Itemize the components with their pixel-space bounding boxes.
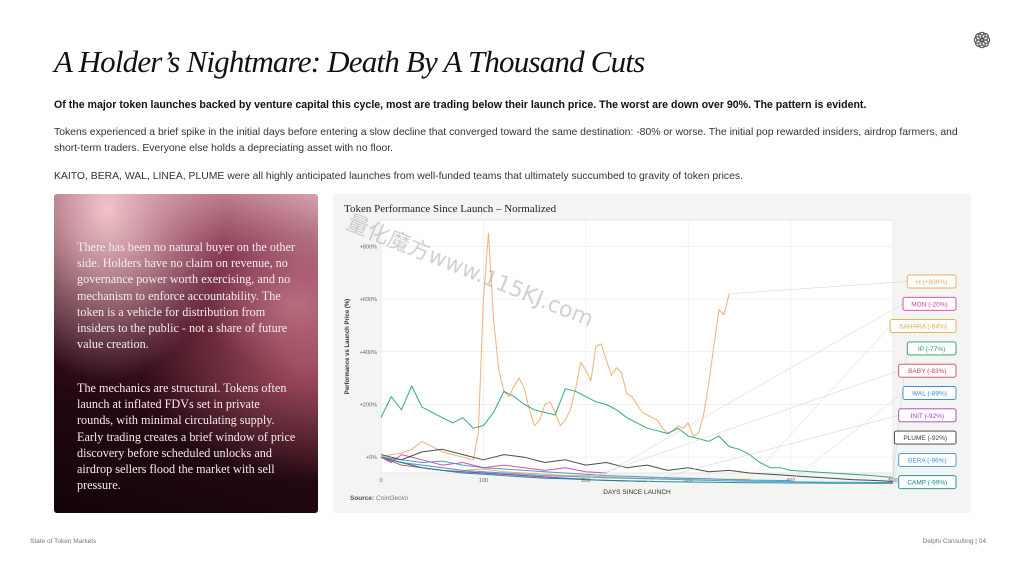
x-axis-label: DAYS SINCE LAUNCH bbox=[603, 489, 671, 496]
leader-line-plume bbox=[892, 437, 895, 482]
chart-source: Source: CoinGecko bbox=[350, 495, 408, 502]
series-label-camp: CAMP (-99%) bbox=[907, 480, 947, 487]
y-axis-label: Performance vs Launch Price (%) bbox=[345, 299, 351, 394]
series-label-bera: BERA (-96%) bbox=[908, 457, 947, 464]
series-line-plume bbox=[380, 448, 894, 482]
chart-title: Token Performance Since Launch – Normali… bbox=[344, 203, 557, 215]
logo-flower-icon bbox=[973, 31, 991, 49]
series-line-camp bbox=[380, 456, 893, 484]
series-line-h bbox=[380, 232, 730, 461]
series-label-box-ip bbox=[906, 341, 957, 356]
y-tick-label: +800% bbox=[360, 244, 377, 250]
y-tick-label: +600% bbox=[360, 297, 377, 303]
x-tick-label: 200 bbox=[581, 478, 590, 484]
series-line-wal bbox=[380, 456, 791, 482]
series-label-wal: WAL (-89%) bbox=[912, 391, 947, 398]
quote-paragraph-2: The mechanics are structural. Tokens oft… bbox=[77, 381, 296, 493]
series-label-box-plume bbox=[893, 430, 957, 445]
token-list-paragraph: KAITO, BERA, WAL, LINEA, PLUME were all … bbox=[54, 171, 743, 182]
series-label-mon: MON (-20%) bbox=[911, 301, 947, 308]
series-line-ip bbox=[380, 385, 894, 478]
chart-panel: Token Performance Since Launch – Normali… bbox=[333, 194, 971, 513]
series-label-plume: PLUME (-92%) bbox=[903, 435, 947, 442]
series-label-box-mon bbox=[902, 296, 957, 311]
intro-paragraph: Tokens experienced a brief spike in the … bbox=[54, 127, 958, 154]
series-label-box-wal bbox=[902, 386, 957, 400]
leader-line-mon bbox=[606, 303, 904, 474]
series-label-ip: IP (-77%) bbox=[918, 346, 945, 353]
x-tick-label: 300 bbox=[684, 478, 693, 484]
y-tick-label: +0% bbox=[366, 455, 377, 461]
source-text: CoinGecko bbox=[376, 495, 409, 502]
footer-page-info: Delphi Consulting | 04 bbox=[922, 538, 986, 545]
lead-text: Of the major token launches backed by ve… bbox=[54, 99, 867, 111]
series-label-box-sahara bbox=[889, 319, 957, 334]
series-label-h: H (+609%) bbox=[916, 279, 947, 286]
leader-line-wal bbox=[790, 392, 904, 481]
leader-line-baby bbox=[585, 370, 899, 480]
y-tick-label: +400% bbox=[360, 350, 377, 356]
quote-paragraph-1: There has been no natural buyer on the o… bbox=[77, 240, 295, 352]
leader-line-init bbox=[647, 415, 899, 482]
series-label-sahara: SAHARA (-84%) bbox=[899, 324, 947, 331]
series-line-bera bbox=[380, 456, 893, 483]
x-tick-label: 0 bbox=[379, 478, 382, 484]
line-chart: +0%+200%+400%+600%+800%0100200300400500D… bbox=[343, 210, 957, 496]
series-label-box-init bbox=[898, 408, 957, 423]
leader-line-bera bbox=[892, 459, 899, 483]
series-label-box-baby bbox=[898, 363, 957, 378]
series-label-box-camp bbox=[898, 475, 957, 490]
page-title: A Holder’s Nightmare: Death By A Thousan… bbox=[54, 44, 645, 79]
source-label: Source: bbox=[350, 495, 375, 502]
plot-area bbox=[380, 219, 894, 474]
series-label-box-bera bbox=[898, 452, 957, 467]
series-label-box-h bbox=[906, 274, 957, 289]
leader-line-h bbox=[729, 281, 908, 295]
x-tick-label: 100 bbox=[479, 478, 488, 484]
leader-line-camp bbox=[892, 481, 899, 484]
series-label-init: INIT (-92%) bbox=[911, 413, 944, 420]
quote-panel: There has been no natural buyer on the o… bbox=[54, 194, 318, 513]
y-tick-label: +200% bbox=[360, 402, 377, 408]
x-tick-label: 400 bbox=[786, 478, 795, 484]
series-label-baby: BABY (-83%) bbox=[908, 368, 947, 375]
leader-line-sahara bbox=[749, 325, 891, 480]
footer-report-name: State of Token Markets bbox=[30, 538, 97, 545]
